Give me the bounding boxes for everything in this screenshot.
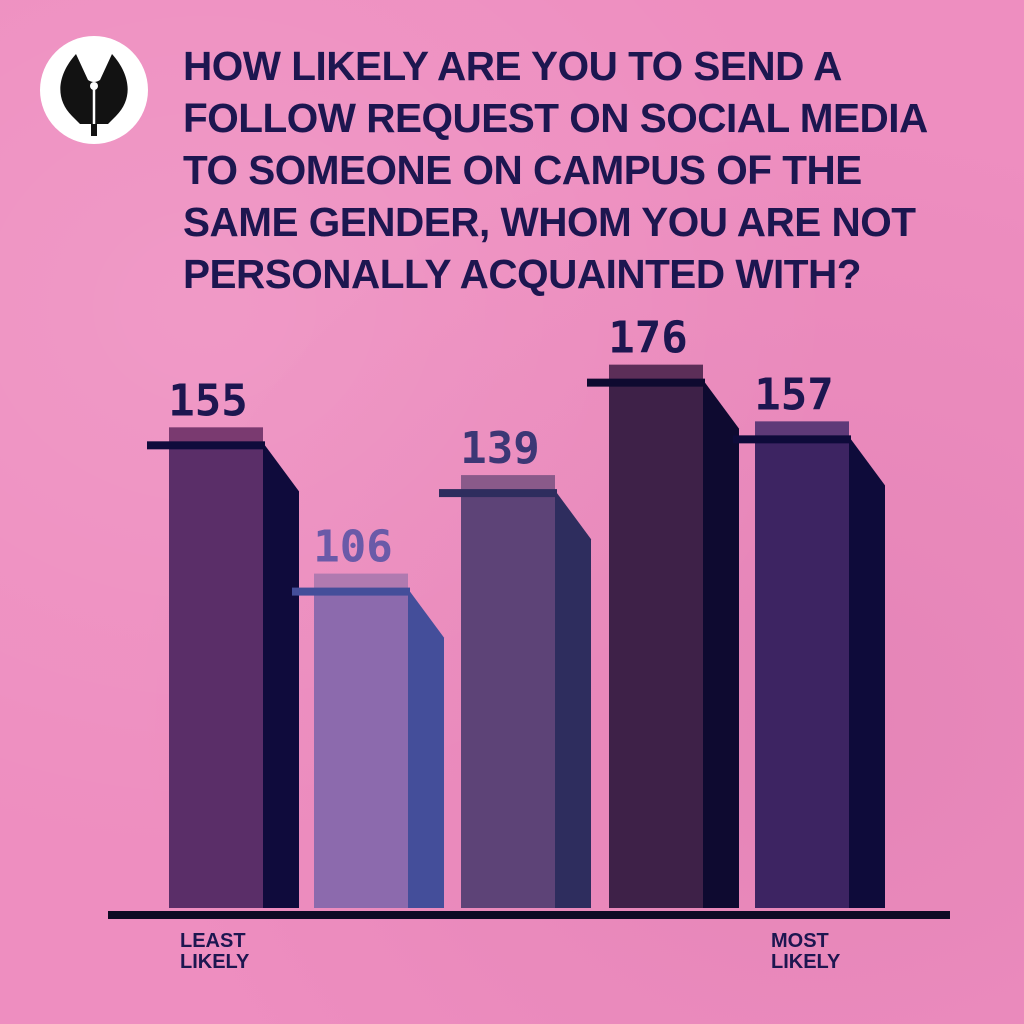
bar-side <box>849 439 885 908</box>
bar-front <box>461 493 555 908</box>
bar-value-label: 139 <box>460 423 539 474</box>
bar-ledge <box>292 587 410 596</box>
bar-front <box>609 382 703 908</box>
bar-5: 157 <box>733 369 885 908</box>
bar-1: 155 <box>147 375 299 908</box>
bar-value-label: 157 <box>754 369 833 420</box>
bar-value-label: 155 <box>168 375 247 426</box>
bar-side <box>703 382 739 908</box>
bar-front <box>314 591 408 908</box>
most-likely-label: MOST LIKELY <box>771 930 841 973</box>
bar-front <box>169 445 263 908</box>
bar-side <box>408 591 444 908</box>
bar-ledge <box>147 441 265 450</box>
bar-ledge <box>587 378 705 387</box>
bar-front <box>755 439 849 908</box>
bar-3: 139 <box>439 423 591 908</box>
least-likely-label: LEAST LIKELY <box>180 930 250 973</box>
chart-title: HOW LIKELY ARE YOU TO SEND A FOLLOW REQU… <box>183 43 928 297</box>
chart-baseline <box>108 911 950 919</box>
bar-value-label: 176 <box>608 313 687 364</box>
pen-nib-logo <box>40 36 148 144</box>
bar-4: 176 <box>587 313 739 908</box>
bar-side <box>263 445 299 908</box>
bar-ledge <box>733 435 851 444</box>
bar-2: 106 <box>292 522 444 908</box>
bar-side <box>555 493 591 908</box>
bar-ledge <box>439 489 557 498</box>
bar-value-label: 106 <box>313 522 392 573</box>
